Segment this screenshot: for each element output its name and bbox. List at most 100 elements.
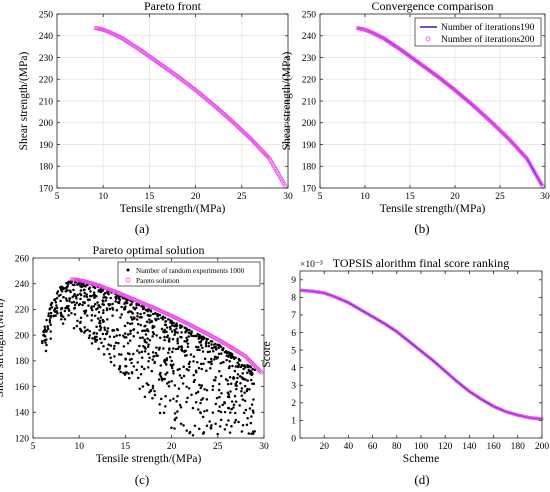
random-experiment-point — [55, 306, 59, 310]
random-experiment-point — [123, 324, 127, 328]
random-experiment-point — [238, 404, 241, 407]
random-experiment-point — [232, 377, 235, 380]
random-experiment-point — [45, 318, 48, 322]
random-experiment-point — [201, 415, 205, 419]
score-point — [463, 386, 468, 391]
random-experiment-point — [198, 427, 201, 431]
random-experiment-point — [84, 309, 88, 312]
x-tick-label: 10 — [360, 192, 370, 202]
random-experiment-point — [88, 298, 91, 301]
y-tick-label: 180 — [15, 357, 30, 367]
y-tick-label: 190 — [39, 141, 54, 151]
random-experiment-point — [168, 325, 172, 329]
random-experiment-point — [54, 300, 58, 304]
random-experiment-point — [202, 362, 205, 366]
random-experiment-point — [115, 309, 119, 312]
chart-title: Pareto front — [144, 0, 202, 13]
pareto-point — [540, 183, 545, 188]
random-experiment-point — [185, 367, 189, 371]
random-experiment-point — [85, 293, 88, 296]
random-experiment-point — [71, 295, 74, 299]
random-experiment-point — [117, 300, 121, 304]
random-experiment-point — [92, 331, 96, 334]
random-experiment-point — [210, 357, 213, 361]
random-experiment-point — [199, 386, 203, 390]
random-experiment-point — [225, 358, 228, 362]
random-experiment-point — [102, 344, 105, 348]
random-experiment-point — [87, 287, 91, 291]
random-experiment-point — [180, 349, 184, 352]
random-experiment-point — [199, 401, 202, 405]
score-point — [431, 358, 435, 363]
y-tick-label: 220 — [15, 306, 30, 316]
random-experiment-point — [151, 335, 154, 338]
random-experiment-point — [122, 371, 125, 375]
random-experiment-point — [219, 362, 222, 365]
random-experiment-point — [164, 323, 168, 327]
random-experiment-point — [233, 395, 237, 398]
random-experiment-point — [49, 303, 53, 306]
random-experiment-point — [43, 329, 46, 332]
random-experiment-point — [178, 403, 182, 407]
random-experiment-point — [139, 372, 143, 376]
random-experiment-point — [241, 398, 245, 401]
random-experiment-point — [250, 403, 254, 406]
panel-d-topsis-score-ranking: 20 40 60 80 100 120 140 160 180 200 0 1 2 3 4 5 6 7 8 9 TOPS… — [261, 256, 549, 465]
random-experiment-point — [124, 358, 127, 361]
legend-box — [414, 17, 542, 47]
random-experiment-point — [60, 313, 63, 316]
random-experiment-point — [148, 321, 151, 324]
random-experiment-point — [79, 316, 83, 320]
score-point — [454, 378, 458, 383]
random-experiment-point — [165, 371, 169, 374]
random-experiment-point — [49, 311, 53, 315]
random-experiment-point — [136, 376, 140, 380]
random-experiment-point — [97, 311, 101, 314]
random-experiment-point — [86, 314, 89, 317]
random-experiment-point — [231, 355, 235, 359]
random-experiment-point — [227, 393, 231, 396]
random-experiment-point — [168, 337, 171, 340]
random-experiment-point — [219, 345, 223, 348]
random-experiment-point — [220, 374, 223, 378]
score-point — [529, 416, 533, 420]
random-experiment-point — [187, 368, 190, 372]
random-experiment-point — [193, 334, 197, 338]
random-experiment-point — [109, 360, 113, 364]
random-experiment-point — [164, 320, 168, 323]
random-experiment-point — [126, 321, 129, 325]
y-axis-exponent: ×10⁻³ — [300, 260, 323, 270]
score-point — [442, 368, 446, 372]
score-point — [321, 290, 325, 295]
random-experiment-point — [167, 384, 171, 388]
score-point — [536, 416, 541, 421]
random-experiment-point — [78, 327, 82, 331]
random-experiment-point — [63, 309, 67, 313]
random-experiment-point — [136, 322, 140, 326]
random-experiment-point — [63, 287, 66, 290]
score-point — [534, 416, 538, 421]
random-experiment-point — [116, 328, 120, 332]
random-experiment-point — [123, 302, 126, 305]
random-experiment-point — [179, 422, 183, 425]
y-tick-label: 210 — [302, 97, 317, 107]
random-experiment-point — [230, 400, 234, 403]
random-experiment-point — [111, 302, 114, 306]
random-experiment-point — [243, 399, 247, 403]
random-experiment-point — [233, 421, 236, 424]
random-experiment-point — [208, 350, 212, 353]
score-point — [444, 370, 449, 375]
random-experiment-point — [170, 324, 174, 327]
y-axis-label: Shear strength/(MPa) — [281, 51, 293, 150]
random-experiment-point — [83, 301, 86, 304]
random-experiment-point — [86, 328, 89, 331]
random-experiment-point — [176, 331, 179, 334]
random-experiment-point — [175, 327, 178, 330]
y-tick-label: 6 — [291, 329, 296, 339]
random-experiment-point — [144, 333, 148, 336]
score-point — [433, 360, 438, 365]
random-experiment-point — [179, 406, 183, 409]
random-experiment-point — [161, 330, 165, 333]
random-experiment-point — [125, 365, 128, 368]
